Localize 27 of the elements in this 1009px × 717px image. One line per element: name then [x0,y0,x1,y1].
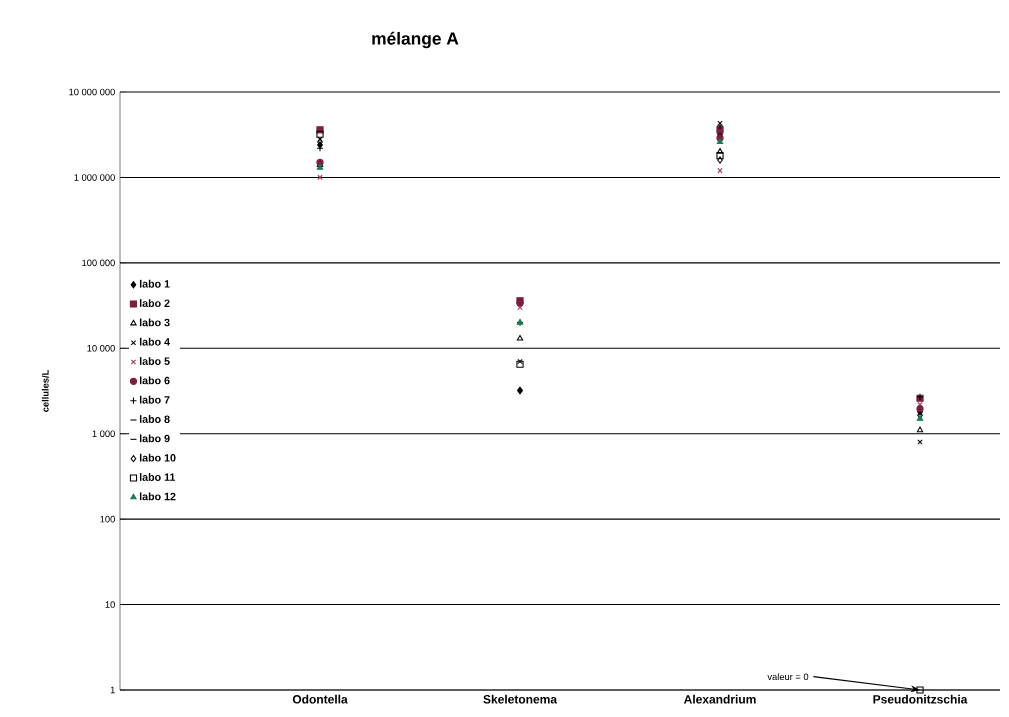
y-tick-label: 100 000 [82,259,115,267]
y-tick-label: 1 000 000 [74,174,115,181]
legend-label: labo 4 [139,337,170,346]
y-tick-label: 10 [105,601,115,608]
legend-label: labo 10 [139,453,176,462]
x-tick-label: Pseudonitzschia [873,694,968,704]
y-tick-label: 1 [110,686,115,694]
annotation: valeur = 0 [767,673,809,681]
y-tick-label: 10 000 [87,344,115,352]
x-tick-label: Alexandrium [683,694,756,704]
y-tick-label: 10 000 000 [69,88,115,96]
legend-label: labo 8 [139,415,170,423]
legend-label: labo 6 [139,376,170,385]
x-tick-label: Skeletonema [483,694,558,704]
legend-label: labo 11 [139,473,176,481]
chart-title: mélange A [372,31,459,49]
legend-label: labo 2 [139,299,170,307]
legend-label: labo 12 [139,492,176,501]
x-tick-label: Odontella [292,694,348,704]
legend-label: labo 7 [139,395,170,404]
legend-label: labo 1 [139,279,170,288]
legend-label: labo 9 [139,434,170,443]
y-tick-label: 100 [100,515,115,523]
legend-label: labo 3 [139,318,170,327]
legend-label: labo 5 [139,357,170,365]
y-axis-title: cellules/L [41,370,49,412]
y-tick-label: 1 000 [92,430,115,438]
